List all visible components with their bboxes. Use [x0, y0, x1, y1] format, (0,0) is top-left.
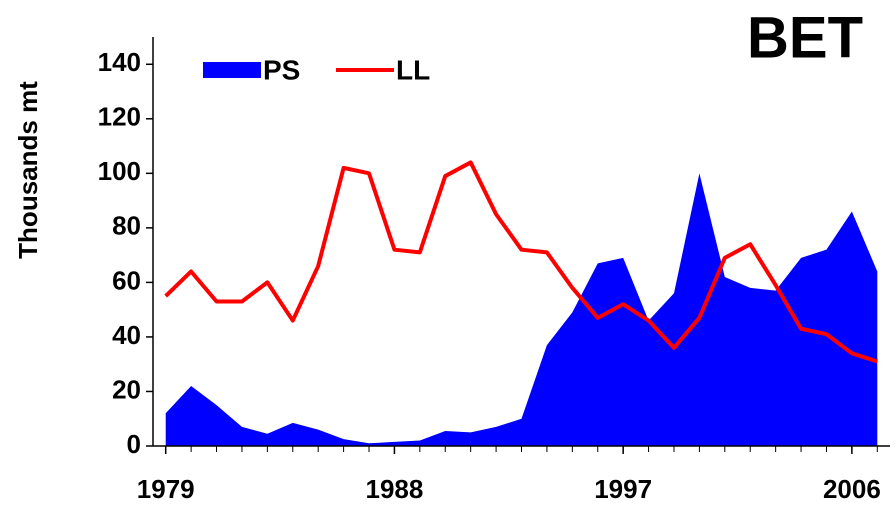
legend-label: LL	[396, 54, 430, 85]
y-tick-label: 40	[112, 320, 141, 350]
line	[164, 160, 878, 364]
x-tick-label: 2006	[823, 474, 881, 504]
area	[165, 173, 878, 447]
y-tick-label: 100	[98, 156, 141, 186]
y-tick-label: 140	[98, 47, 141, 77]
y-tick-label: 20	[112, 374, 141, 404]
legend-swatch	[203, 62, 261, 78]
y-tick-label: 120	[98, 102, 141, 132]
chart-title: BET	[747, 5, 863, 70]
y-tick-label: 0	[127, 429, 141, 459]
y-tick-label: 80	[112, 211, 141, 241]
x-tick-label: 1979	[137, 474, 195, 504]
x-tick-label: 1988	[366, 474, 424, 504]
y-tick-label: 60	[112, 265, 141, 295]
y-axis-label: Thousands mt	[13, 81, 43, 259]
x-tick-label: 1997	[594, 474, 652, 504]
legend-label: PS	[263, 54, 300, 85]
